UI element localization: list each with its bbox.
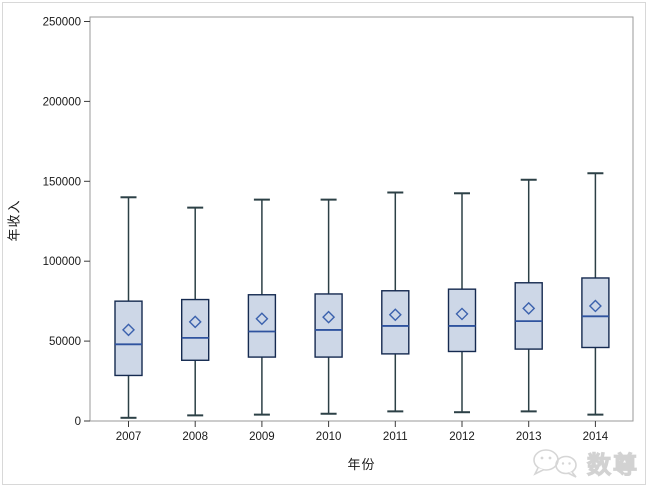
x-tick-label: 2009	[249, 431, 275, 443]
box-2007-mean-marker	[122, 323, 135, 337]
x-tick-label: 2008	[182, 431, 208, 443]
x-tick-label: 2012	[449, 431, 475, 443]
box-2010-mean-marker	[322, 310, 336, 324]
y-tick-label: 50000	[49, 336, 81, 348]
y-axis-title: 年收入	[6, 199, 22, 242]
box-2014-mean-marker	[588, 299, 602, 313]
y-tick-label: 150000	[43, 176, 81, 188]
x-tick-label: 2010	[316, 431, 342, 443]
box-2011-mean-marker	[388, 308, 402, 322]
box-2009-iqr	[247, 294, 277, 358]
x-tick-label: 2013	[516, 431, 542, 443]
box-2013-mean-marker	[522, 301, 536, 315]
x-tick-label: 2011	[383, 431, 408, 443]
box-2014-iqr	[581, 277, 610, 349]
y-tick-label: 100000	[43, 256, 81, 268]
box-2012-mean-marker	[455, 307, 469, 321]
box-2010-iqr	[314, 293, 343, 358]
x-tick-label: 2014	[583, 431, 609, 443]
box-2008-mean-marker	[188, 315, 202, 329]
x-tick-label: 2007	[116, 431, 142, 443]
y-tick-label: 250000	[43, 17, 81, 29]
y-tick-label: 0	[75, 416, 81, 428]
plot-frame	[89, 16, 634, 422]
box-2013-iqr	[514, 282, 543, 350]
watermark: 数尊	[531, 445, 639, 480]
box-2007-iqr	[114, 300, 143, 377]
box-2009-mean-marker	[255, 312, 269, 326]
box-2011-iqr	[381, 290, 410, 355]
watermark-text: 数尊	[587, 452, 639, 480]
box-2008-iqr	[180, 298, 210, 361]
x-axis-title: 年份	[347, 457, 376, 472]
wechat-icon	[533, 448, 577, 478]
y-tick-label: 200000	[43, 96, 81, 108]
